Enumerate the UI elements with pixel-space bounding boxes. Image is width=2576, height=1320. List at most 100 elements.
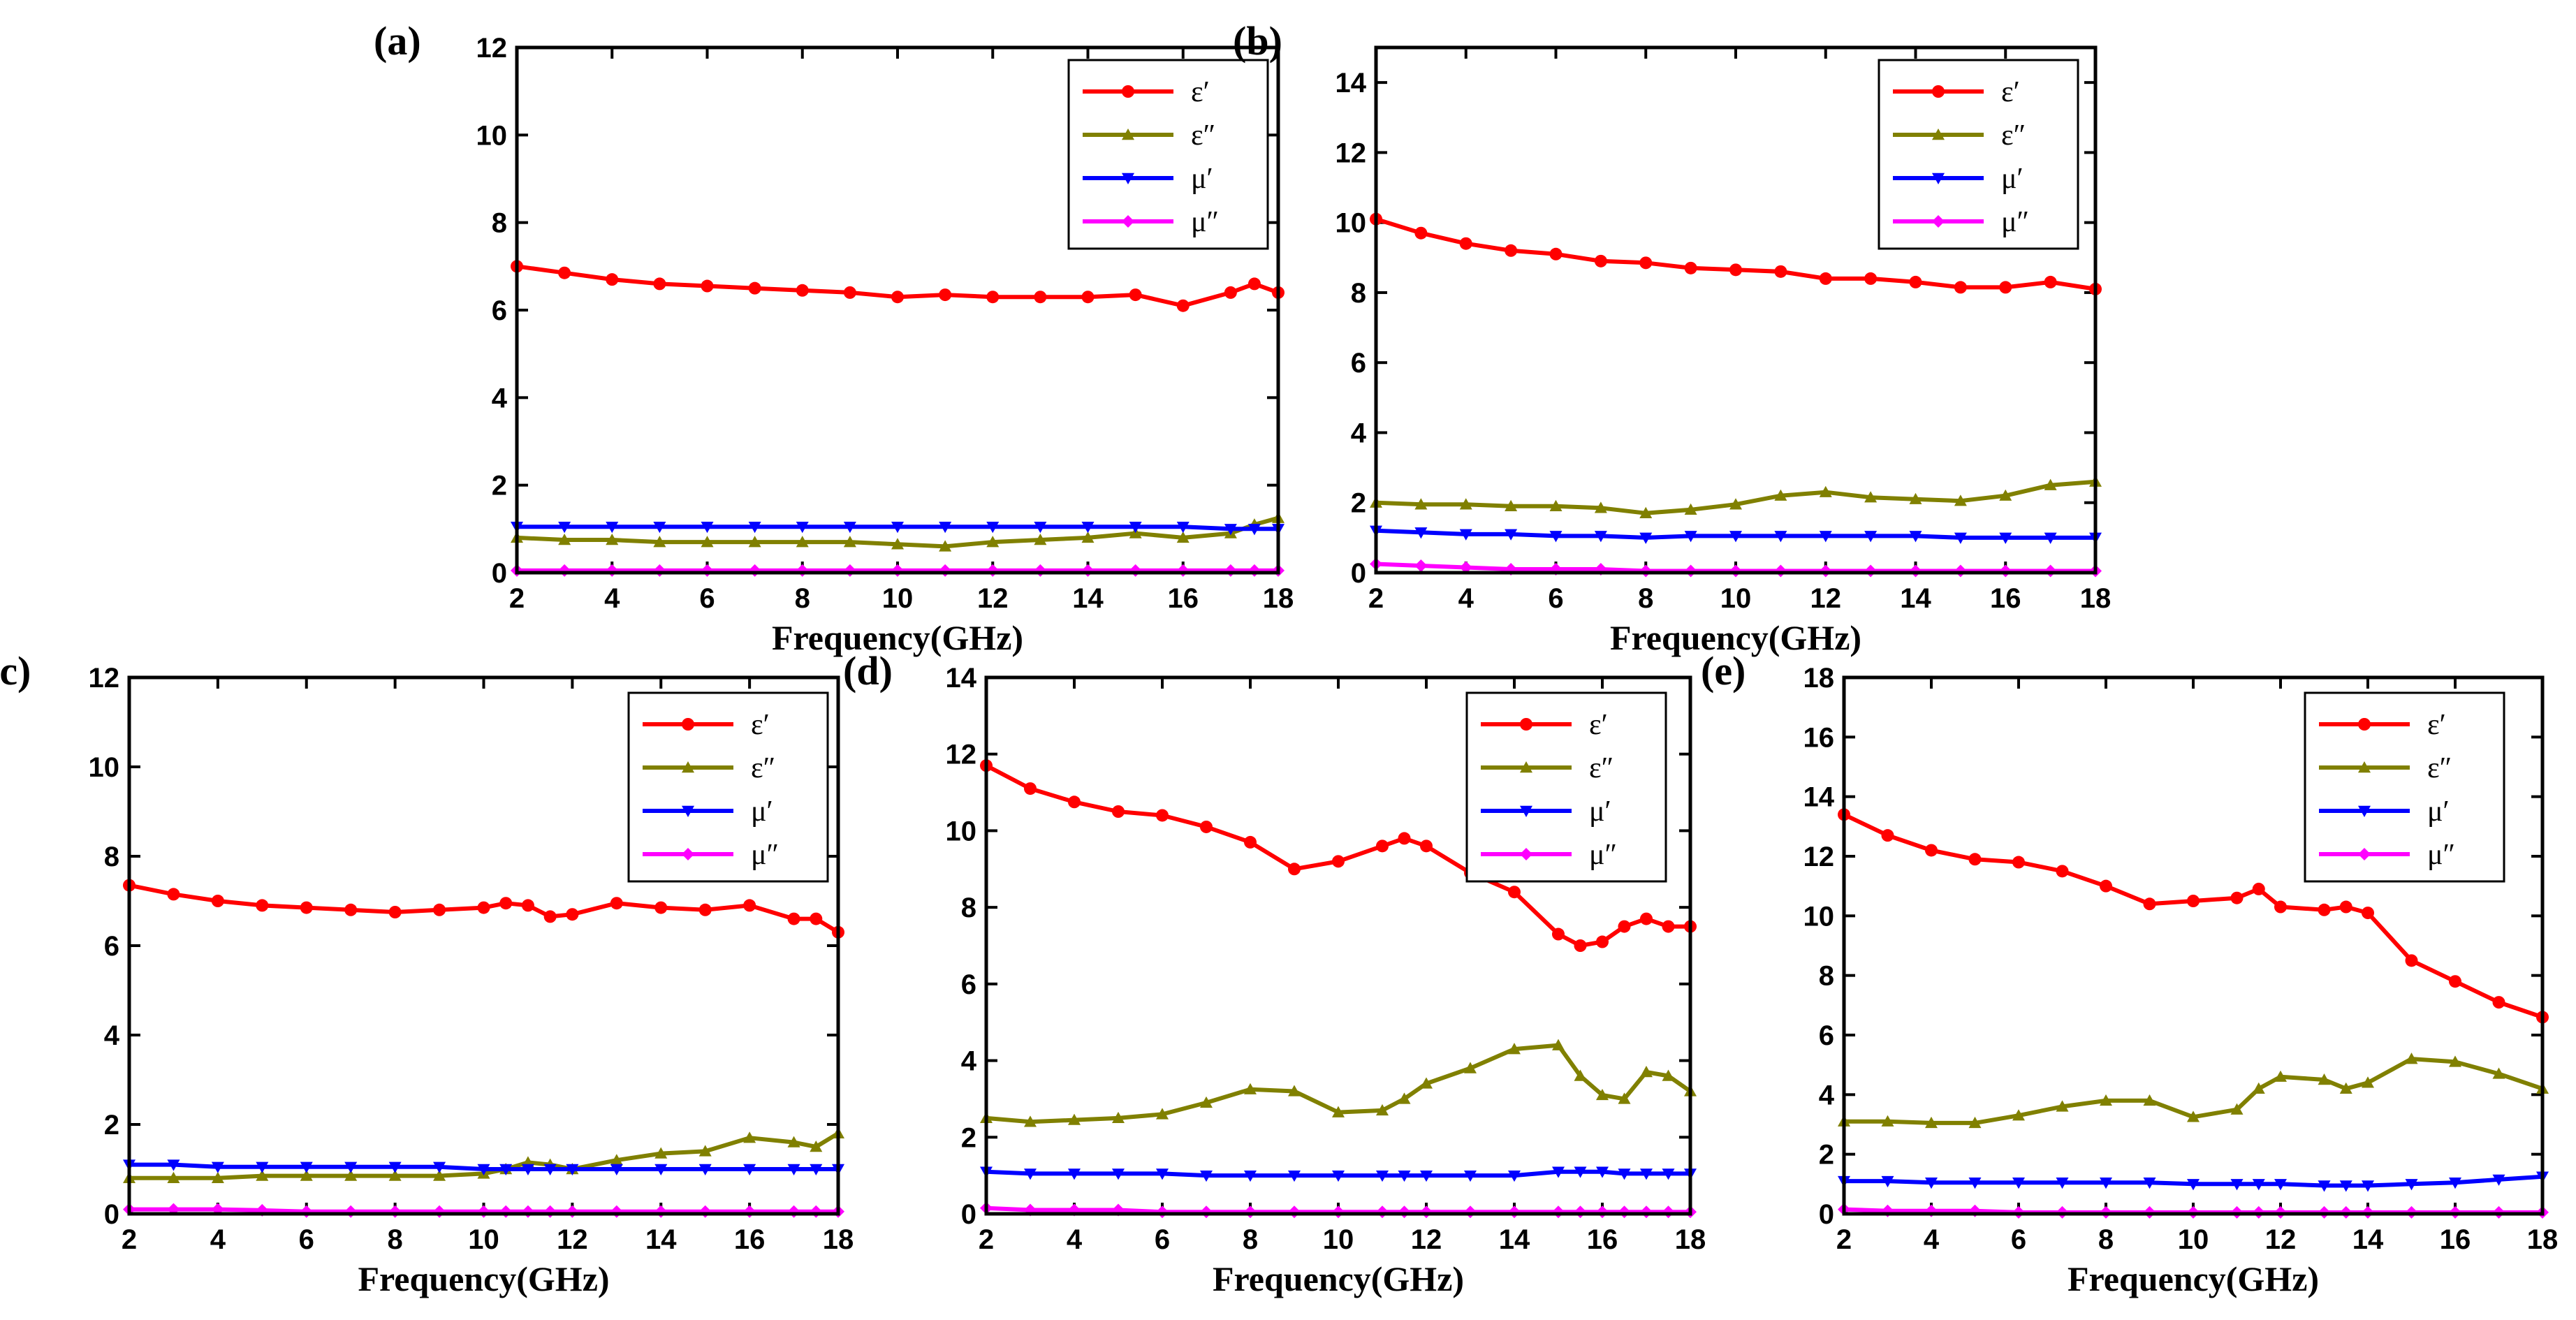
data-point <box>2252 1082 2265 1094</box>
data-point <box>787 912 800 925</box>
data-point <box>1332 1170 1345 1182</box>
data-point <box>1819 485 1832 497</box>
legend-label: μ′ <box>2427 795 2450 828</box>
data-point <box>2449 975 2461 988</box>
data-point <box>2252 1179 2265 1191</box>
data-point <box>1112 1111 1125 1124</box>
data-point <box>300 1169 313 1181</box>
x-tick-label: 10 <box>2178 1224 2209 1255</box>
data-point <box>1376 1170 1389 1182</box>
x-tick-label: 4 <box>1458 583 1474 614</box>
data-point <box>1420 839 1433 853</box>
data-point <box>1684 503 1697 515</box>
data-point <box>1332 1106 1345 1117</box>
data-point <box>2339 900 2352 914</box>
data-point <box>1288 1085 1301 1097</box>
y-tick-label: 10 <box>1335 208 1367 239</box>
data-point <box>566 1164 579 1175</box>
legend-marker <box>1932 85 1945 98</box>
data-point <box>1034 291 1047 304</box>
data-point <box>2044 478 2057 490</box>
data-point <box>1508 1170 1521 1182</box>
data-point <box>1618 1205 1631 1219</box>
x-axis-title: Frequency(GHz) <box>1213 1259 1464 1298</box>
data-point <box>1968 1178 1982 1189</box>
data-point <box>256 899 269 912</box>
series-line <box>129 883 840 934</box>
x-tick-label: 4 <box>1924 1224 1940 1255</box>
plot-frame <box>127 675 840 1216</box>
legend-label: μ′ <box>1589 795 1611 828</box>
data-point <box>2187 1179 2200 1191</box>
y-tick-label: 14 <box>1803 782 1835 813</box>
y-tick-label: 12 <box>1335 138 1367 168</box>
x-tick-label: 10 <box>1720 583 1752 614</box>
data-point <box>2012 856 2025 869</box>
data-point <box>521 1205 534 1218</box>
data-point <box>543 1205 557 1218</box>
data-point <box>1999 532 2012 544</box>
data-point <box>653 536 666 548</box>
legend-marker <box>2358 761 2371 773</box>
data-point <box>2056 865 2069 878</box>
data-point <box>810 912 823 925</box>
data-point <box>2100 1094 2112 1106</box>
panel-label: (b) <box>1233 18 1282 64</box>
x-tick-label: 14 <box>2352 1224 2384 1255</box>
data-point <box>986 536 1000 548</box>
data-point <box>1414 559 1428 572</box>
data-point <box>1288 1205 1301 1219</box>
data-point <box>610 897 623 910</box>
data-point <box>843 522 856 534</box>
data-point <box>1247 564 1261 577</box>
y-tick-label: 8 <box>961 893 976 923</box>
data-point <box>698 1145 712 1157</box>
data-point <box>1864 564 1878 578</box>
y-tick-label: 2 <box>1819 1140 1834 1171</box>
legend-marker <box>1122 173 1134 184</box>
data-point <box>1288 863 1301 876</box>
data-point <box>433 1169 446 1181</box>
data-point <box>1176 531 1190 543</box>
data-point <box>2230 1179 2244 1191</box>
data-point <box>499 1205 513 1218</box>
y-tick-label: 0 <box>961 1199 976 1230</box>
data-point <box>787 1136 800 1147</box>
data-point <box>1247 277 1261 291</box>
x-tick-label: 18 <box>1675 1224 1706 1255</box>
legend-label: μ″ <box>2001 206 2029 238</box>
data-point <box>2362 1076 2374 1088</box>
data-point <box>610 1164 623 1175</box>
legend-label: ε′ <box>2427 709 2446 741</box>
legend-marker <box>2358 718 2371 731</box>
data-point <box>433 1161 446 1173</box>
data-point <box>1464 1170 1477 1182</box>
y-tick-label: 10 <box>1803 901 1835 932</box>
x-tick-label: 18 <box>2080 583 2112 614</box>
data-point <box>1414 527 1428 539</box>
data-point <box>1864 531 1878 543</box>
data-point <box>1176 522 1190 534</box>
data-point <box>1505 499 1518 511</box>
data-point <box>796 522 809 534</box>
data-point <box>1954 281 1967 294</box>
data-point <box>748 281 761 295</box>
data-point <box>211 1171 224 1183</box>
x-tick-label: 8 <box>388 1224 403 1255</box>
data-point <box>1068 1113 1081 1125</box>
data-point <box>1596 1166 1609 1178</box>
data-point <box>2449 1178 2461 1189</box>
data-point <box>1156 1108 1169 1120</box>
y-tick-label: 12 <box>946 740 977 770</box>
data-point <box>1594 501 1607 513</box>
data-point <box>1864 491 1878 503</box>
data-point <box>2318 1180 2331 1192</box>
data-point <box>986 291 1000 304</box>
x-tick-label: 14 <box>1499 1224 1530 1255</box>
y-tick-label: 18 <box>1803 663 1835 694</box>
data-point <box>1508 1043 1521 1055</box>
x-tick-label: 12 <box>1411 1224 1442 1255</box>
legend-marker <box>682 848 694 860</box>
data-point <box>1549 247 1563 261</box>
legend-label: ε″ <box>2427 752 2452 784</box>
